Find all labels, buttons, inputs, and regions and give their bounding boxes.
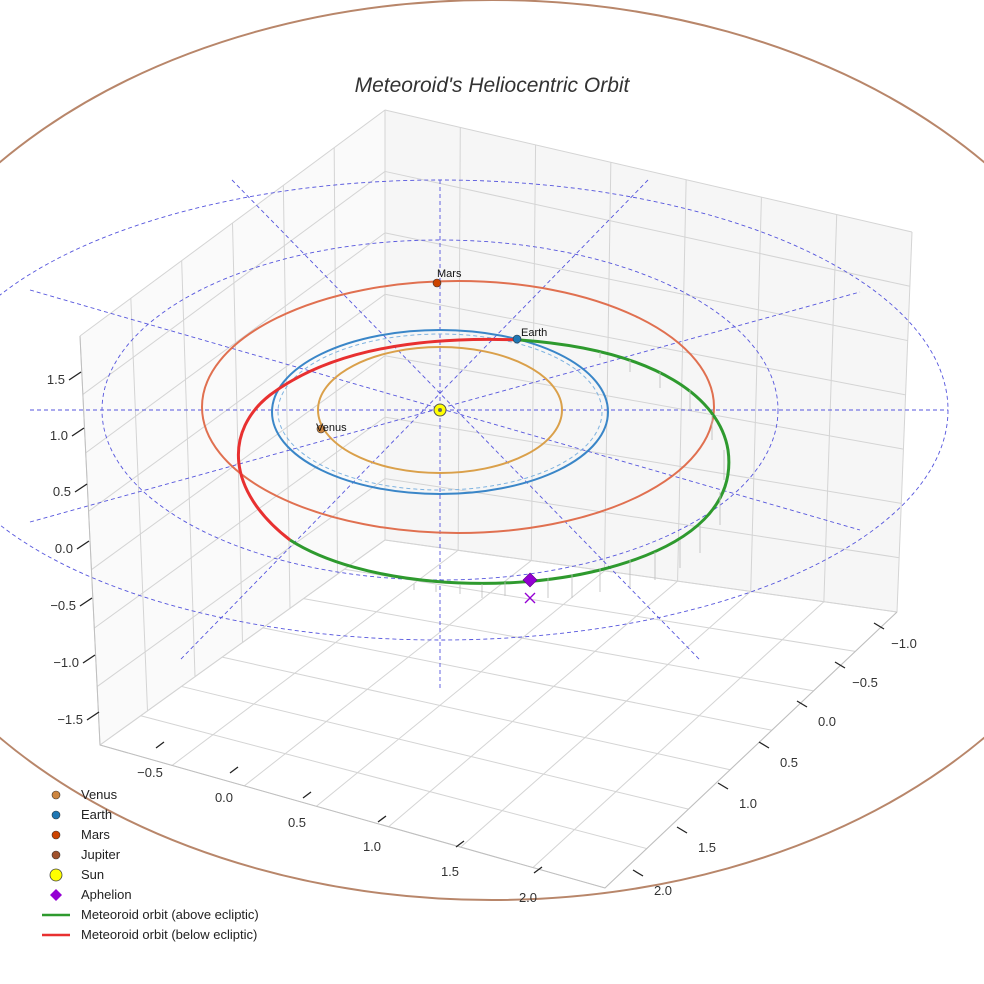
tick-mark (79, 597, 93, 607)
jupiter-orbit (0, 0, 984, 901)
legend-key-icon (51, 850, 61, 860)
aphelion-projection-marker (524, 592, 536, 604)
chart-title: Meteoroid's Heliocentric Orbit (354, 74, 630, 97)
tick-mark (76, 540, 90, 550)
venus-orbit (317, 346, 563, 474)
tick-mark (86, 711, 100, 721)
tick-mark (377, 815, 387, 823)
earth-orbit (271, 329, 609, 495)
tick-mark (873, 622, 885, 630)
legend-label: Venus (81, 787, 118, 802)
earth-label: Earth (521, 327, 547, 339)
legend-marker (51, 850, 61, 860)
y-tick-label: 0.5 (288, 815, 306, 830)
legend-label: Jupiter (81, 847, 121, 862)
aphelion-marker (522, 572, 538, 588)
legend-marker (51, 830, 61, 840)
x-tick-label: 0.5 (780, 755, 798, 770)
y-tick-label: 1.5 (441, 864, 459, 879)
legend-label: Aphelion (81, 887, 132, 902)
x-tick-label: 0.0 (818, 714, 836, 729)
meteoroid-orbit-below (236, 337, 521, 542)
legend-label: Sun (81, 867, 105, 882)
x-tick-label: −1.0 (891, 636, 917, 651)
venus-label: Venus (316, 422, 347, 434)
z-tick-label: 1.5 (47, 372, 65, 387)
z-tick-label: 1.0 (50, 428, 68, 443)
tick-mark (796, 700, 808, 708)
legend-item: Earth (38, 805, 338, 825)
axes-box (79, 109, 913, 889)
legend-item: Aphelion (38, 885, 338, 905)
x-tick-label: −0.5 (852, 675, 878, 690)
legend-item: Mars (38, 825, 338, 845)
legend-key-icon (51, 830, 61, 840)
mars-marker (432, 278, 442, 288)
tick-mark (302, 791, 312, 799)
tick-mark (676, 826, 688, 834)
z-tick-label: −0.5 (50, 598, 76, 613)
venus-marker (316, 424, 326, 434)
drop-lines (413, 352, 725, 598)
earth-marker (512, 334, 522, 344)
legend-key-icon (51, 790, 61, 800)
tick-mark (74, 483, 88, 493)
earth-orbit-dashed (277, 333, 603, 491)
legend-key-icon (49, 868, 63, 882)
tick-mark (229, 766, 239, 774)
y-tick-label: 1.0 (363, 839, 381, 854)
z-tick-label: 0.5 (53, 484, 71, 499)
legend-label: Mars (81, 827, 110, 842)
legend-key-icon (42, 913, 70, 917)
legend-marker (51, 810, 61, 820)
x-tick-label: 1.0 (739, 796, 757, 811)
legend-item: Sun (38, 865, 338, 885)
x-tick-label: 1.5 (698, 840, 716, 855)
axis-ticks: −1.5 −1.0 −0.5 0.0 0.5 1.0 1.5 −0.5 0.0 0.5 1.0 1.5… (47, 371, 917, 905)
legend-marker (49, 868, 63, 882)
legend-item: Venus (38, 785, 338, 805)
tick-mark (155, 741, 165, 749)
tick-mark (834, 661, 846, 669)
y-tick-label: 2.0 (519, 890, 537, 905)
sun-marker (433, 403, 447, 417)
tick-mark (82, 654, 96, 664)
axis-edges (79, 335, 898, 889)
x-tick-label: 2.0 (654, 883, 672, 898)
legend-label: Meteoroid orbit (above ecliptic) (81, 907, 259, 922)
legend-item: Jupiter (38, 845, 338, 865)
z-tick-label: −1.5 (57, 712, 83, 727)
legend-label: Meteoroid orbit (below ecliptic) (81, 927, 258, 942)
tick-mark (717, 782, 729, 790)
tick-mark (68, 371, 82, 381)
legend-label: Earth (81, 807, 113, 822)
tick-mark (632, 869, 644, 877)
meteoroid-orbit-above (289, 338, 731, 585)
legend-marker (50, 889, 62, 901)
legend-key-icon (51, 810, 61, 820)
z-tick-label: 0.0 (55, 541, 73, 556)
legend-key-icon (50, 889, 62, 901)
y-tick-label: −0.5 (137, 765, 163, 780)
z-tick-label: −1.0 (53, 655, 79, 670)
legend: Venus Earth Mars Jupiter Sun Aphelion Meteoroi… (38, 785, 338, 945)
mars-label: Mars (437, 268, 462, 280)
tick-mark (71, 427, 85, 437)
mars-orbit (201, 280, 715, 534)
legend-item: Meteoroid orbit (above ecliptic) (38, 905, 338, 925)
tick-mark (533, 866, 543, 874)
legend-marker (51, 790, 61, 800)
legend-item: Meteoroid orbit (below ecliptic) (38, 925, 338, 945)
y-tick-label: 0.0 (215, 790, 233, 805)
tick-mark (455, 840, 465, 848)
tick-mark (758, 741, 770, 749)
legend-key-icon (42, 933, 70, 937)
